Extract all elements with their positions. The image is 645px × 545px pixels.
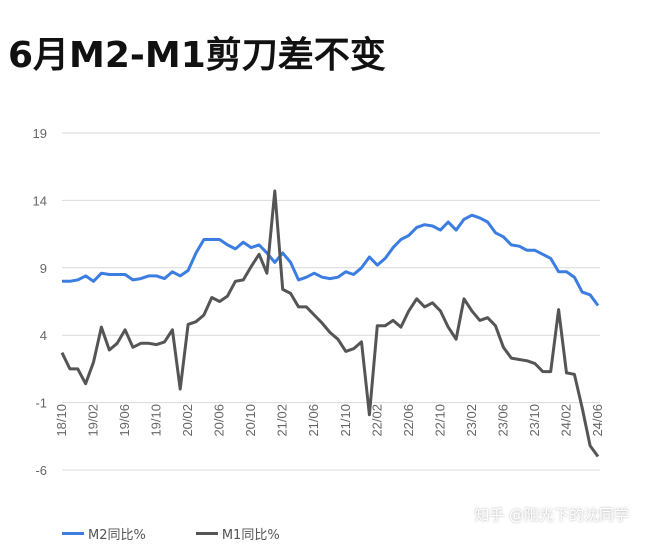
x-tick-label: 22/10: [432, 404, 447, 437]
legend-label-m1: M1同比%: [221, 528, 280, 543]
series-line-m2: [62, 213, 600, 307]
chart-title: 6月M2-M1剪刀差不变: [8, 35, 386, 76]
x-tick-label: 23/10: [527, 404, 542, 437]
legend-item-m1: M1同比%: [195, 524, 280, 543]
x-tick-label: 21/10: [338, 404, 353, 437]
series-layer: [60, 189, 600, 458]
x-tick-label: 19/10: [149, 404, 164, 437]
y-axis-ticks: 19 14 9 4 -1 -6: [33, 126, 47, 478]
series-line-m1: [60, 189, 600, 458]
watermark: 知乎 @阳光下的沈同学: [474, 506, 629, 524]
x-tick-label: 23/02: [464, 404, 479, 437]
x-tick-label: 23/06: [495, 404, 510, 437]
grid-layer: [62, 132, 600, 471]
x-tick-label: 19/02: [86, 404, 101, 437]
x-tick-label: 18/10: [54, 404, 69, 437]
legend-swatch-m1: [195, 532, 218, 535]
x-tick-label: 22/06: [401, 404, 416, 437]
y-tick-label: 4: [40, 328, 47, 343]
x-tick-label: 20/10: [243, 404, 258, 437]
legend-label-m2: M2同比%: [88, 528, 146, 543]
x-tick-label: 24/06: [590, 404, 605, 437]
x-tick-label: 21/06: [306, 404, 321, 437]
y-tick-label: -1: [35, 396, 47, 411]
legend-item-m2: M2同比%: [62, 524, 146, 543]
x-tick-label: 20/06: [212, 404, 227, 437]
legend-swatch-m2: [62, 532, 84, 535]
y-tick-label: -6: [35, 463, 47, 478]
x-tick-label: 20/02: [180, 404, 195, 437]
y-tick-label: 19: [33, 126, 47, 141]
x-tick-label: 22/02: [369, 404, 384, 437]
x-tick-label: 21/02: [275, 404, 290, 437]
x-tick-label: 19/06: [117, 404, 132, 437]
legend: M2同比% M1同比%: [62, 524, 330, 543]
y-tick-label: 14: [33, 193, 47, 208]
y-tick-label: 9: [40, 261, 47, 276]
x-axis-ticks: 18/10 19/02 19/06 19/10 20/02 20/06 20/10 21/02…: [54, 404, 605, 437]
x-tick-label: 24/02: [558, 404, 573, 437]
